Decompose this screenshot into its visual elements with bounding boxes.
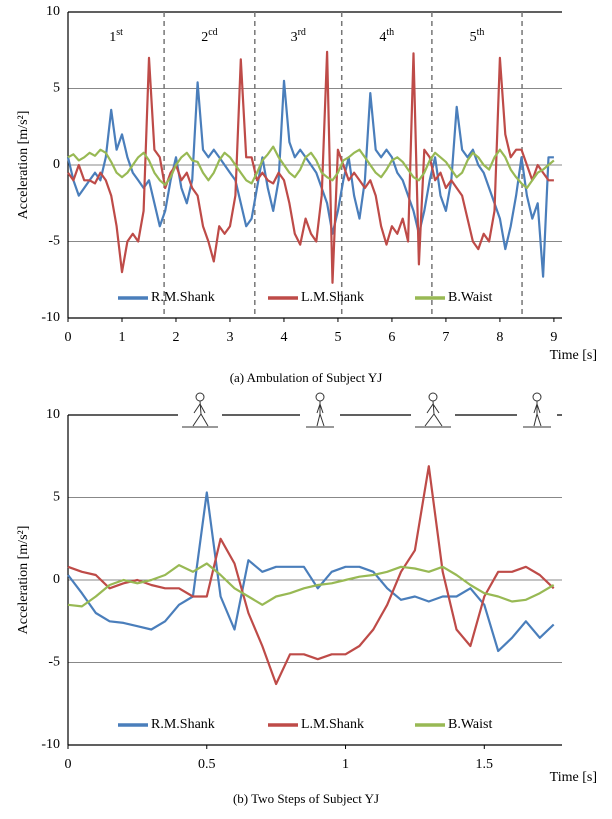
legend-label: B.Waist bbox=[448, 290, 492, 305]
step-label: 5th bbox=[470, 27, 485, 45]
y-tick-label: 5 bbox=[53, 490, 60, 505]
x-tick-label: 0 bbox=[65, 330, 72, 345]
legend-label: R.M.Shank bbox=[151, 717, 215, 732]
y-tick-label: -5 bbox=[48, 655, 60, 670]
step-label: 1st bbox=[109, 27, 123, 45]
x-tick-label: 9 bbox=[550, 330, 557, 345]
data-line bbox=[67, 50, 554, 284]
walker-icon bbox=[178, 390, 222, 430]
x-tick-label: 2 bbox=[172, 330, 179, 345]
x-tick-label: 4 bbox=[280, 330, 287, 345]
y-tick-label: -10 bbox=[41, 310, 60, 325]
data-line bbox=[67, 491, 555, 653]
x-axis-label: Time [s] bbox=[550, 348, 597, 363]
step-label: 3rd bbox=[291, 27, 306, 45]
x-tick-label: 7 bbox=[442, 330, 449, 345]
step-suffix: th bbox=[477, 27, 485, 38]
walker-icon bbox=[300, 390, 340, 430]
legend-label: L.M.Shank bbox=[301, 717, 364, 732]
step-number: 3 bbox=[291, 30, 298, 45]
y-tick-label: 0 bbox=[53, 157, 60, 172]
step-label: 4th bbox=[379, 27, 394, 45]
y-tick-label: 0 bbox=[53, 572, 60, 587]
x-tick-label: 6 bbox=[388, 330, 395, 345]
step-suffix: cd bbox=[208, 27, 217, 38]
step-number: 4 bbox=[379, 30, 386, 45]
x-tick-label: 5 bbox=[334, 330, 341, 345]
caption: (b) Two Steps of Subject YJ bbox=[233, 791, 379, 806]
x-axis-label: Time [s] bbox=[550, 770, 597, 785]
y-axis-label: Acceleration [m/s²] bbox=[16, 111, 31, 220]
x-tick-label: 3 bbox=[226, 330, 233, 345]
y-tick-label: 10 bbox=[46, 407, 60, 422]
data-line bbox=[67, 145, 555, 190]
walking-icons bbox=[178, 390, 557, 430]
data-line bbox=[67, 465, 555, 686]
y-tick-label: 5 bbox=[53, 81, 60, 96]
y-tick-label: -5 bbox=[48, 234, 60, 249]
y-tick-label: 10 bbox=[46, 4, 60, 19]
step-number: 2 bbox=[201, 30, 208, 45]
step-label: 2cd bbox=[201, 27, 217, 45]
step-number: 5 bbox=[470, 30, 477, 45]
data-line bbox=[66, 79, 554, 278]
x-tick-label: 1.5 bbox=[476, 757, 494, 772]
y-axis-label: Acceleration [m/s²] bbox=[16, 526, 31, 635]
step-number: 1 bbox=[109, 30, 116, 45]
legend-label: R.M.Shank bbox=[151, 290, 215, 305]
legend-label: B.Waist bbox=[448, 717, 492, 732]
data-line bbox=[67, 562, 555, 608]
walker-icon bbox=[411, 390, 455, 430]
step-suffix: rd bbox=[298, 27, 306, 38]
x-tick-label: 1 bbox=[342, 757, 349, 772]
x-tick-label: 0 bbox=[65, 757, 72, 772]
x-tick-label: 8 bbox=[496, 330, 503, 345]
legend-label: L.M.Shank bbox=[301, 290, 364, 305]
x-tick-label: 1 bbox=[118, 330, 125, 345]
walker-icon bbox=[517, 390, 557, 430]
step-suffix: st bbox=[116, 27, 123, 38]
caption: (a) Ambulation of Subject YJ bbox=[230, 370, 383, 385]
y-tick-label: -10 bbox=[41, 737, 60, 752]
x-tick-label: 0.5 bbox=[198, 757, 216, 772]
step-suffix: th bbox=[386, 27, 394, 38]
